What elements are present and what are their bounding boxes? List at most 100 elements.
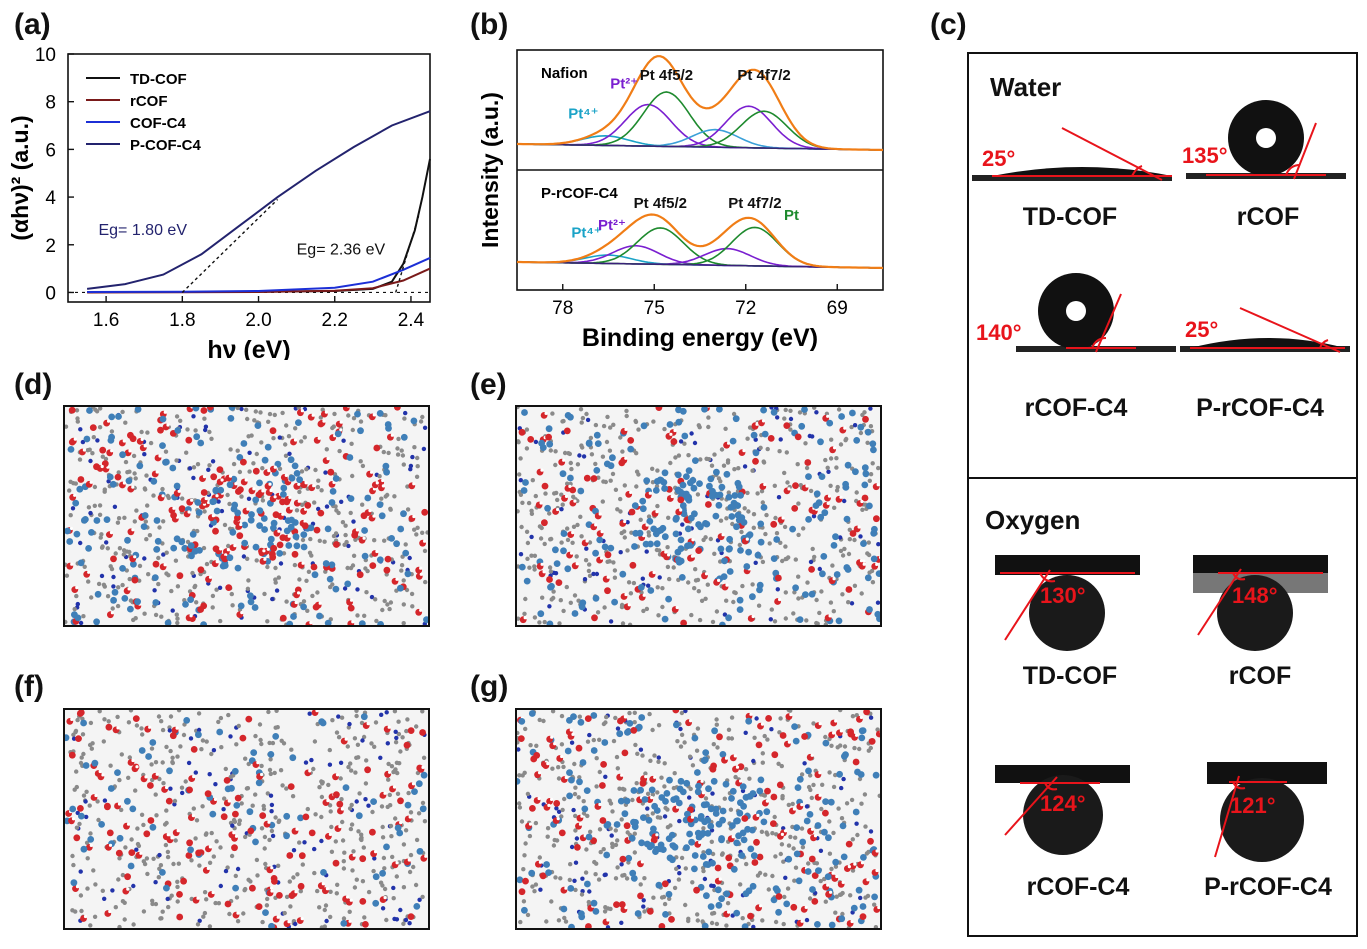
framework-atom	[703, 596, 708, 601]
framework-atom	[263, 861, 268, 867]
hydrogen-atom	[629, 490, 633, 494]
framework-atom	[259, 440, 264, 445]
red-molecule	[342, 407, 350, 412]
framework-atom	[71, 862, 76, 868]
framework-atom	[418, 419, 424, 424]
framework-atom	[188, 736, 194, 741]
blue-molecule	[419, 805, 427, 813]
red-molecule	[627, 437, 635, 444]
blue-molecule	[645, 816, 653, 824]
framework-atom	[783, 556, 788, 562]
red-molecule	[178, 505, 186, 513]
annotation-eg-td-cof: Eg= 2.36 eV	[297, 241, 386, 258]
framework-atom	[551, 589, 556, 594]
framework-atom	[153, 901, 159, 907]
framework-atom	[204, 897, 209, 902]
blue-molecule	[864, 574, 872, 582]
framework-atom	[559, 507, 564, 512]
red-molecule	[127, 431, 134, 439]
framework-atom	[343, 532, 348, 538]
red-molecule	[210, 473, 218, 481]
framework-atom	[408, 810, 414, 815]
framework-atom	[415, 464, 420, 469]
blue-molecule	[805, 473, 812, 480]
blue-molecule	[661, 469, 669, 477]
blue-molecule	[694, 769, 701, 776]
framework-atom	[223, 766, 228, 772]
hydrogen-atom	[295, 827, 299, 831]
framework-atom	[92, 914, 98, 919]
blue-molecule	[821, 828, 828, 836]
blue-molecule	[833, 571, 841, 578]
hydrogen-atom	[69, 526, 73, 531]
red-molecule	[220, 813, 228, 821]
framework-atom	[349, 441, 354, 446]
framework-atom	[260, 919, 265, 925]
blue-molecule	[65, 734, 70, 742]
blue-molecule	[297, 814, 304, 822]
blue-molecule	[124, 536, 131, 544]
blue-molecule	[383, 468, 390, 476]
blue-molecule	[775, 908, 782, 916]
framework-atom	[147, 533, 153, 538]
framework-atom	[518, 919, 523, 925]
blue-molecule	[603, 460, 611, 468]
framework-atom	[225, 492, 230, 498]
framework-atom	[102, 798, 108, 803]
framework-atom	[677, 818, 682, 824]
hydrogen-atom	[213, 797, 218, 801]
blue-molecule	[639, 497, 647, 505]
hydrogen-atom	[308, 769, 312, 773]
framework-atom	[760, 918, 765, 923]
framework-atom	[820, 782, 825, 787]
red-molecule	[716, 733, 723, 741]
blue-molecule	[357, 427, 364, 435]
framework-atom	[394, 735, 399, 741]
hydrogen-atom	[707, 407, 710, 408]
blue-molecule	[78, 812, 85, 820]
blue-molecule	[636, 529, 644, 537]
blue-molecule	[672, 530, 680, 538]
hydrogen-atom	[760, 722, 765, 726]
framework-atom	[841, 776, 846, 782]
framework-atom	[353, 537, 358, 542]
red-molecule	[327, 468, 335, 476]
framework-atom	[181, 732, 187, 738]
hydrogen-atom	[232, 831, 236, 835]
framework-atom	[156, 714, 162, 719]
framework-atom	[839, 785, 844, 791]
blue-molecule	[796, 775, 804, 783]
framework-atom	[337, 448, 342, 454]
framework-atom	[550, 710, 556, 714]
blue-molecule	[707, 822, 715, 830]
red-molecule	[195, 849, 203, 857]
hydrogen-atom	[624, 592, 628, 597]
blue-molecule	[704, 830, 712, 837]
framework-atom	[84, 814, 89, 820]
framework-atom	[98, 535, 103, 540]
blue-molecule	[684, 525, 692, 533]
framework-atom	[359, 832, 364, 837]
hydrogen-atom	[600, 556, 604, 560]
peak-label-1-5: Pt	[784, 207, 799, 224]
framework-atom	[304, 578, 309, 583]
framework-atom	[105, 546, 110, 551]
blue-molecule	[761, 430, 769, 438]
hydrogen-atom	[108, 909, 112, 914]
hydrogen-atom	[689, 719, 693, 723]
framework-atom	[811, 514, 817, 519]
framework-atom	[823, 457, 828, 463]
hydrogen-atom	[831, 871, 835, 875]
framework-atom	[346, 725, 351, 730]
blue-molecule	[229, 528, 237, 536]
framework-atom	[686, 916, 691, 921]
framework-atom	[854, 490, 859, 495]
framework-atom	[532, 889, 537, 894]
blue-molecule	[805, 767, 812, 775]
framework-atom	[385, 492, 390, 498]
hydrogen-atom	[547, 803, 551, 807]
framework-atom	[193, 428, 198, 433]
framework-atom	[131, 883, 136, 889]
framework-atom	[687, 795, 692, 800]
blue-molecule	[826, 419, 834, 427]
